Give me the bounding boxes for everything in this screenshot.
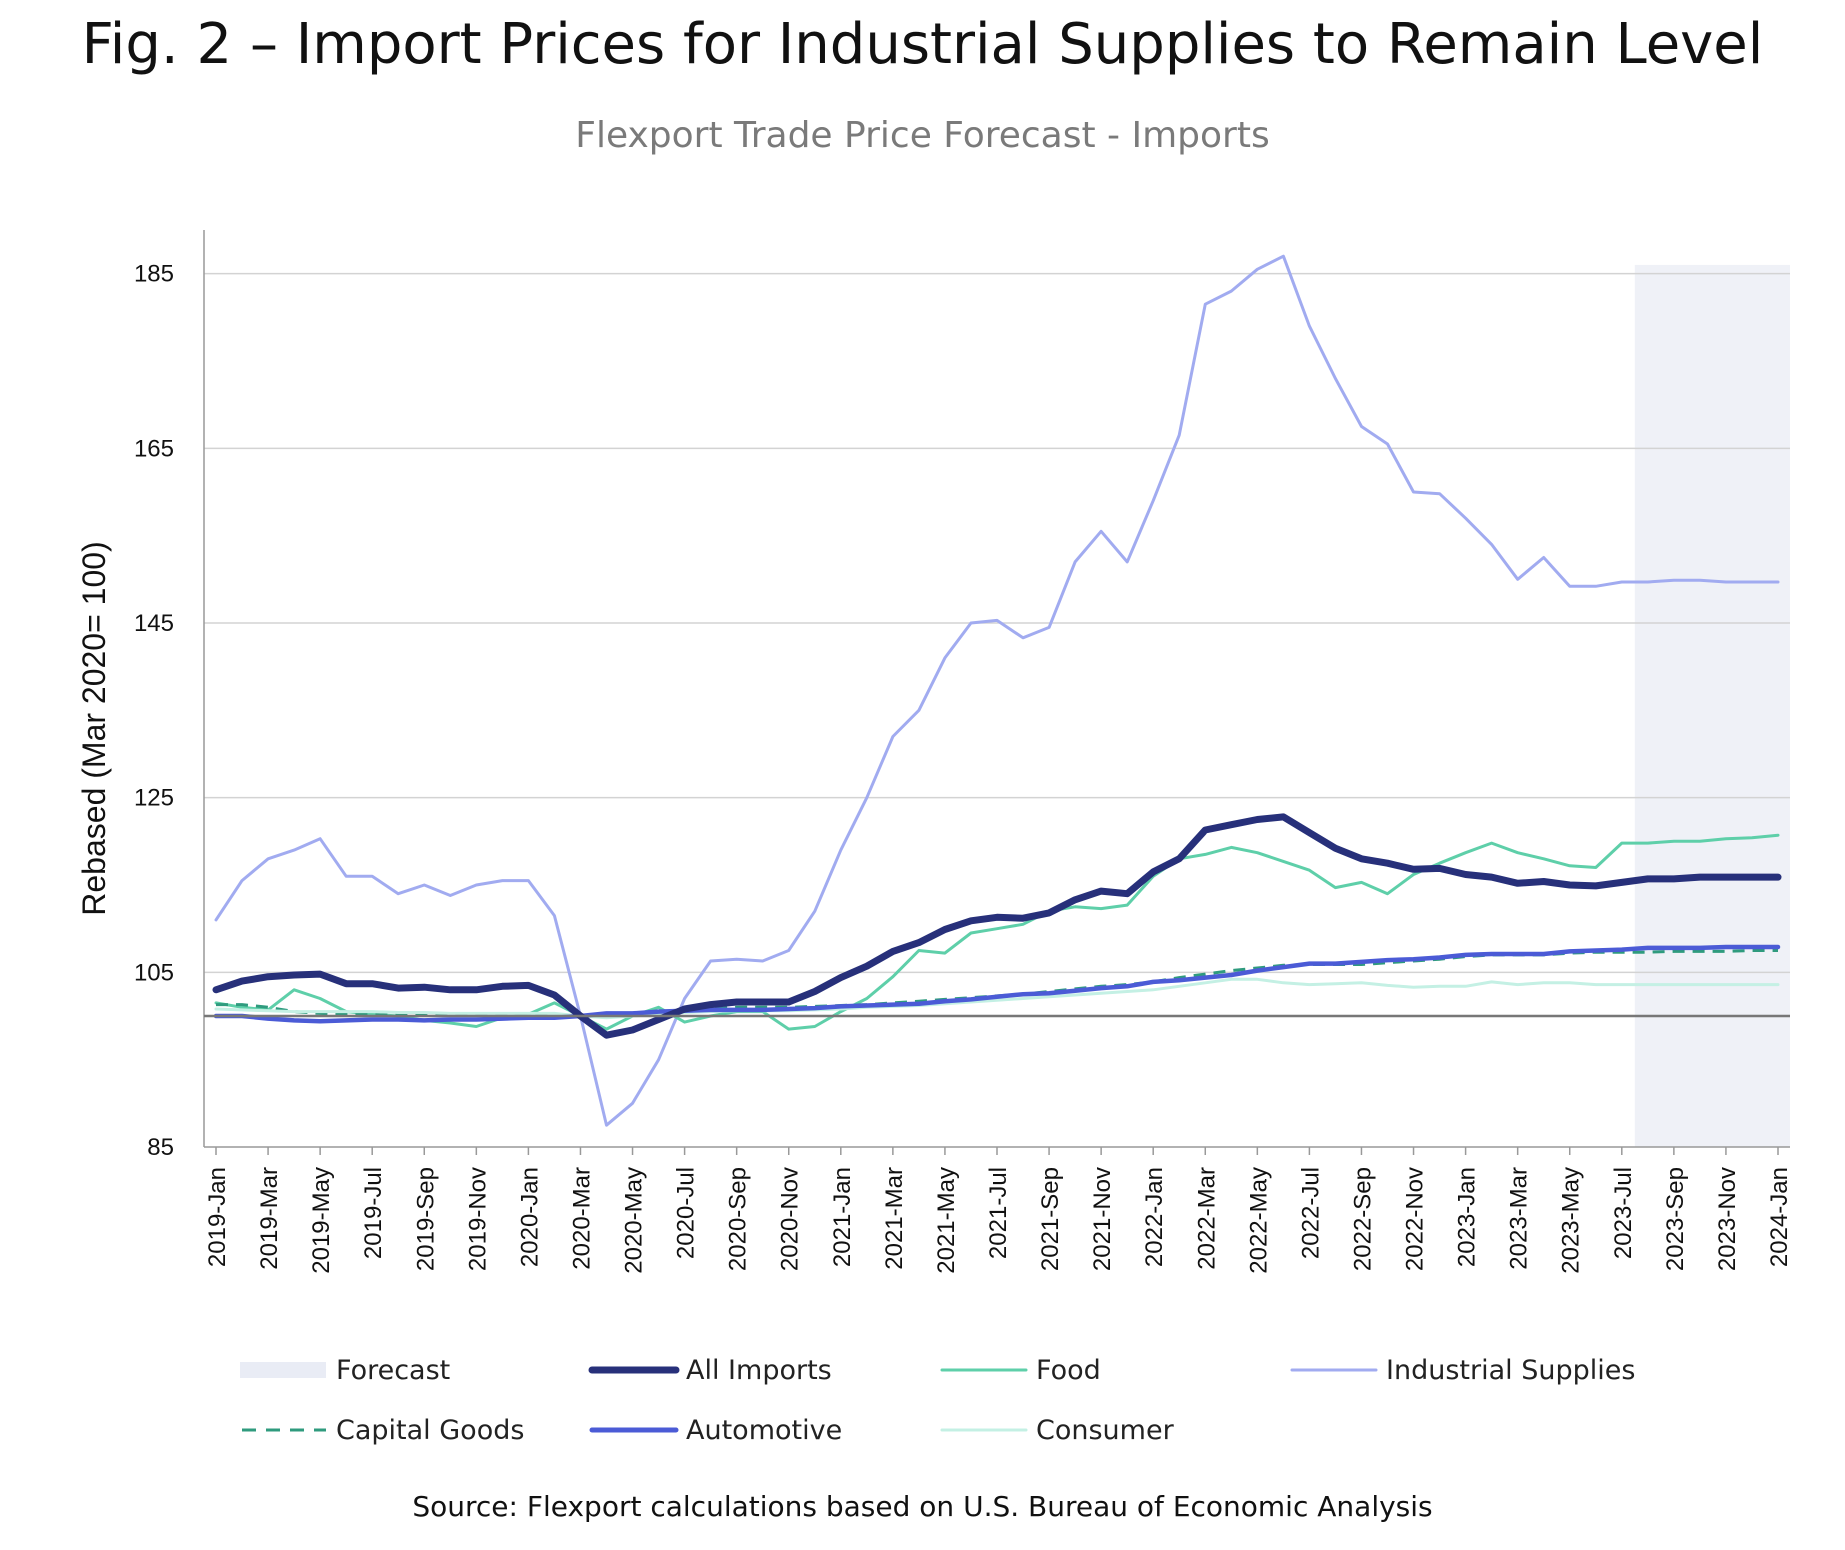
- forecast-band: [1634, 264, 1790, 1147]
- y-tick-label: 185: [134, 261, 174, 288]
- series-line-all-imports: [212, 813, 1782, 1039]
- series-line-industrial-supplies: [214, 254, 1780, 1127]
- x-tick-label: 2020-Sep: [725, 1167, 752, 1271]
- chart-title: Flexport Trade Price Forecast - Imports: [575, 115, 1270, 156]
- y-tick-label: 125: [134, 785, 174, 812]
- legend-label-all-imports: All Imports: [686, 1354, 832, 1386]
- source-note: Source: Flexport calculations based on U…: [412, 1490, 1433, 1523]
- legend-label-food: Food: [1036, 1354, 1101, 1386]
- legend-swatch-automotive: [589, 1427, 679, 1433]
- x-tick-label: 2020-May: [621, 1167, 648, 1274]
- x-tick-label: 2022-Mar: [1193, 1167, 1220, 1270]
- x-tick-label: 2021-May: [933, 1167, 960, 1274]
- x-tick-label: 2020-Jan: [516, 1167, 543, 1267]
- legend-swatch-forecast: [240, 1362, 326, 1378]
- legend-label-forecast: Forecast: [336, 1354, 451, 1386]
- x-tick-label: 2022-May: [1245, 1167, 1272, 1274]
- legend-swatch-all-imports: [588, 1366, 680, 1374]
- y-axis-title: Rebased (Mar 2020= 100): [76, 541, 112, 915]
- x-tick-label: 2020-Mar: [568, 1167, 595, 1270]
- x-tick-label: 2023-Sep: [1662, 1167, 1689, 1271]
- x-tick-label: 2021-Jul: [985, 1167, 1012, 1259]
- legend-item-industrial-supplies: Industrial Supplies: [1288, 1350, 1635, 1390]
- x-tick-label: 2023-Jul: [1610, 1167, 1637, 1259]
- x-tick-label: 2024-Jan: [1766, 1167, 1793, 1267]
- series-line-food: [214, 833, 1780, 1031]
- x-tick-label: 2023-May: [1558, 1167, 1585, 1274]
- x-tick-label: 2019-Jul: [360, 1167, 387, 1259]
- legend-swatch-capital-goods: [242, 1428, 326, 1432]
- x-tick-label: 2021-Mar: [881, 1167, 908, 1270]
- y-tick-label: 165: [134, 435, 174, 462]
- series-line-automotive: [213, 944, 1781, 1024]
- x-tick-label: 2019-Jan: [204, 1167, 231, 1267]
- x-tick-label: 2022-Sep: [1349, 1167, 1376, 1271]
- legend-swatch-food: [940, 1368, 1028, 1372]
- x-tick-label: 2022-Nov: [1402, 1167, 1429, 1271]
- legend-label-capital-goods: Capital Goods: [336, 1414, 525, 1446]
- y-tick-label: 145: [134, 610, 174, 637]
- y-tick-label: 105: [134, 959, 174, 986]
- legend-item-consumer: Consumer: [938, 1410, 1174, 1450]
- legend-swatch-consumer: [940, 1428, 1028, 1432]
- x-tick-label: 2022-Jul: [1297, 1167, 1324, 1259]
- x-tick-label: 2023-Nov: [1714, 1167, 1741, 1271]
- legend-label-consumer: Consumer: [1036, 1414, 1174, 1446]
- x-tick-label: 2021-Nov: [1089, 1167, 1116, 1271]
- x-tick-label: 2023-Jan: [1454, 1167, 1481, 1267]
- legend-label-automotive: Automotive: [686, 1414, 843, 1446]
- legend-item-automotive: Automotive: [588, 1410, 842, 1450]
- x-tick-label: 2023-Mar: [1506, 1167, 1533, 1270]
- series-line-consumer: [214, 977, 1780, 1020]
- x-tick-label: 2019-Mar: [256, 1167, 283, 1270]
- x-tick-label: 2020-Nov: [777, 1167, 804, 1271]
- x-tick-label: 2019-Nov: [464, 1167, 491, 1271]
- legend-swatch-industrial-supplies: [1290, 1368, 1378, 1372]
- chart-legend: Forecast All Imports Food Industrial Sup…: [0, 1350, 1845, 1470]
- y-tick-label: 85: [147, 1134, 174, 1161]
- x-tick-label: 2020-Jul: [673, 1167, 700, 1259]
- x-tick-label: 2019-May: [308, 1167, 335, 1274]
- legend-item-food: Food: [938, 1350, 1101, 1390]
- figure-title: Fig. 2 – Import Prices for Industrial Su…: [81, 12, 1764, 77]
- x-tick-label: 2019-Sep: [412, 1167, 439, 1271]
- legend-item-capital-goods: Capital Goods: [238, 1410, 524, 1450]
- x-tick-label: 2021-Sep: [1037, 1167, 1064, 1271]
- x-tick-label: 2022-Jan: [1141, 1167, 1168, 1267]
- legend-label-industrial-supplies: Industrial Supplies: [1386, 1354, 1636, 1386]
- x-tick-label: 2021-Jan: [829, 1167, 856, 1267]
- legend-item-forecast: Forecast: [238, 1350, 450, 1390]
- legend-item-all-imports: All Imports: [588, 1350, 832, 1390]
